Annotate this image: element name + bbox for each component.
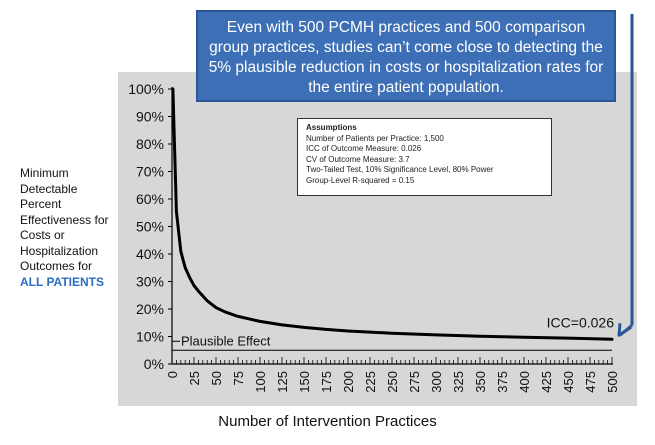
x-tick-label: 400	[517, 371, 532, 393]
series-label: ICC=0.026	[547, 314, 615, 330]
assumption-item: ICC of Outcome Measure: 0.026	[306, 144, 422, 153]
x-tick-label: 300	[429, 371, 444, 393]
y-tick-label: 40%	[136, 246, 164, 262]
x-tick-label: 325	[451, 371, 466, 393]
x-tick-label: 150	[297, 371, 312, 393]
y-axis-label-line: Hospitalization	[20, 243, 99, 258]
callout-arrow-shaft	[619, 324, 633, 337]
y-tick-label: 70%	[136, 164, 164, 180]
x-tick-label: 475	[583, 371, 598, 393]
x-tick-label: 0	[165, 371, 180, 378]
plausible-effect-label: Plausible Effect	[181, 333, 271, 348]
assumption-item: Two-Tailed Test, 10% Significance Level,…	[306, 165, 494, 174]
x-tick-label: 100	[253, 371, 268, 393]
x-tick-label: 50	[209, 371, 224, 385]
x-tick-label: 25	[187, 371, 202, 385]
y-tick-label: 100%	[128, 81, 164, 97]
assumptions-title: Assumptions	[306, 123, 357, 132]
assumptions-box: Assumptions Number of Patients per Pract…	[297, 118, 552, 196]
y-axis-label-line: Outcomes for	[20, 259, 93, 273]
y-tick-label: 20%	[136, 301, 164, 317]
x-tick-label: 125	[275, 371, 290, 393]
y-tick-label: 50%	[136, 219, 164, 235]
x-tick-label: 275	[407, 371, 422, 393]
y-tick-label: 10%	[136, 329, 164, 345]
callout-box: Even with 500 PCMH practices and 500 com…	[196, 10, 616, 102]
x-tick-label: 425	[539, 371, 554, 393]
y-axis-label: Minimum Detectable Percent Effectiveness…	[20, 166, 120, 290]
x-tick-label: 200	[341, 371, 356, 393]
x-tick-label: 375	[495, 371, 510, 393]
y-axis-label-line: Detectable	[20, 181, 78, 196]
y-axis-label-highlight: ALL PATIENTS	[20, 274, 104, 289]
assumption-item: CV of Outcome Measure: 3.7	[306, 154, 410, 164]
x-tick-label: 75	[231, 371, 246, 385]
x-tick-label: 500	[605, 371, 620, 393]
x-tick-label: 450	[561, 371, 576, 393]
assumption-item: Number of Patients per Practice: 1,500	[306, 133, 444, 143]
x-tick-label: 175	[319, 371, 334, 393]
y-axis-label-line: Effectiveness for	[20, 212, 109, 227]
y-tick-label: 80%	[136, 136, 164, 152]
y-tick-label: 30%	[136, 274, 164, 290]
assumption-item: Group-Level R-squared = 0.15	[306, 175, 415, 185]
y-axis-label-line: Minimum	[20, 166, 69, 180]
x-tick-label: 225	[363, 371, 378, 393]
y-tick-label: 0%	[144, 356, 164, 372]
series-line	[171, 87, 614, 341]
y-tick-label: 60%	[136, 191, 164, 207]
x-axis-label: Number of Intervention Practices	[218, 413, 437, 430]
y-axis-label-line: Costs or	[20, 228, 65, 242]
x-tick-label: 250	[385, 371, 400, 393]
y-axis-label-line: Percent	[20, 197, 62, 211]
y-tick-label: 90%	[136, 109, 164, 125]
x-tick-label: 350	[473, 371, 488, 393]
